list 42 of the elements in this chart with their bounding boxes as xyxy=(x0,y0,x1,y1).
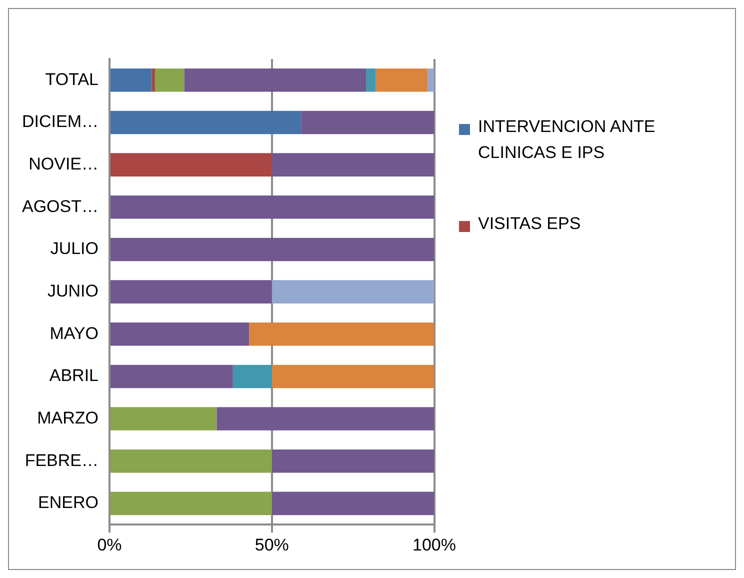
bar xyxy=(110,280,272,304)
y-tick-label: ENERO xyxy=(38,493,99,512)
bar xyxy=(272,364,434,388)
y-tick-label: NOVIE… xyxy=(28,154,99,174)
bar xyxy=(232,364,272,388)
y-tick-label: MAYO xyxy=(50,324,99,343)
bar xyxy=(366,68,376,92)
bar xyxy=(272,492,434,516)
y-tick-label: TOTAL xyxy=(45,70,99,89)
bar xyxy=(154,68,184,92)
y-tick-label: AGOST… xyxy=(22,196,99,216)
bar xyxy=(110,196,434,219)
y-tick-label: ABRIL xyxy=(49,366,99,386)
bar xyxy=(272,280,434,304)
x-tick-label: 50% xyxy=(254,535,289,554)
bar xyxy=(110,68,152,92)
bar xyxy=(110,407,217,430)
y-tick-label: JUNIO xyxy=(48,281,99,300)
bar xyxy=(110,322,250,346)
bar xyxy=(428,68,434,92)
bar xyxy=(152,68,155,92)
y-tick-label: FEBRE… xyxy=(24,450,99,470)
y-tick-label: MARZO xyxy=(37,408,99,428)
bar xyxy=(184,68,366,92)
y-tick-label: JULIO xyxy=(50,239,99,258)
bar xyxy=(110,449,272,473)
y-tick-label: DICIEM… xyxy=(22,112,99,132)
bar xyxy=(249,322,434,346)
bar xyxy=(376,68,428,92)
legend-label: VISITAS EPS xyxy=(478,213,581,235)
x-tick-label: 100% xyxy=(412,535,456,554)
bar xyxy=(272,153,434,176)
x-tick-label: 0% xyxy=(97,535,122,554)
bar xyxy=(110,238,434,262)
legend-label: INTERVENCION ANTE CLINICAS E IPS xyxy=(478,116,656,164)
bar xyxy=(272,449,434,473)
bar xyxy=(110,110,302,134)
bar xyxy=(301,110,434,134)
bar xyxy=(110,153,272,176)
bar xyxy=(110,364,233,388)
bar xyxy=(110,492,272,516)
bar xyxy=(216,407,434,430)
